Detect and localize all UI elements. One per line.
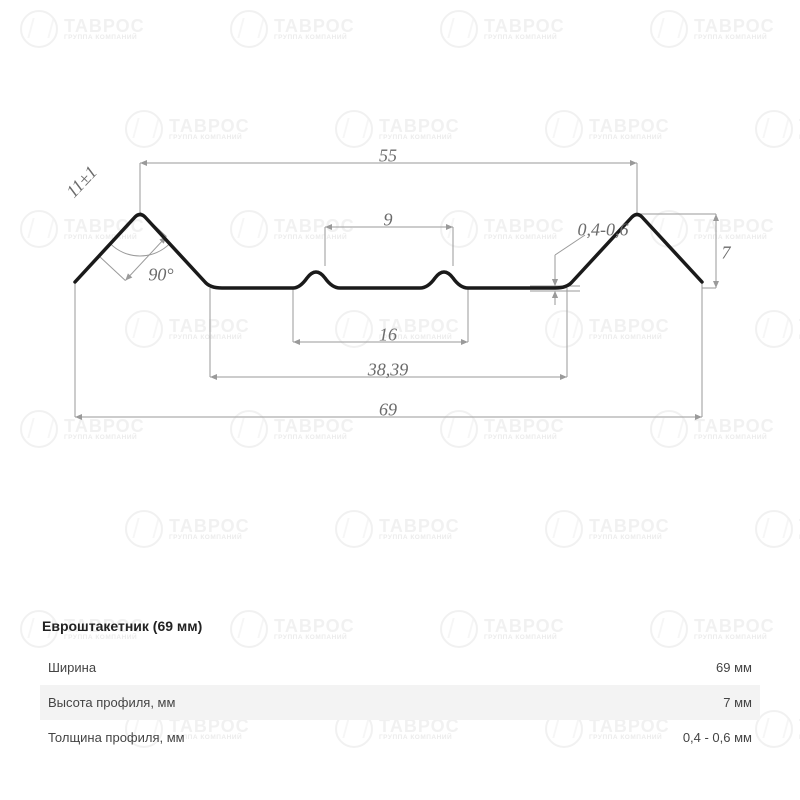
- dim-label: 69: [379, 400, 397, 421]
- dim-label: 55: [379, 146, 397, 167]
- spec-value: 69 мм: [716, 660, 752, 675]
- dim-label: 38,39: [368, 360, 409, 381]
- spec-label: Ширина: [48, 660, 96, 675]
- spec-label: Толщина профиля, мм: [48, 730, 185, 745]
- dim-label: 7: [722, 243, 731, 264]
- spec-row: Ширина 69 мм: [40, 650, 760, 685]
- spec-row: Высота профиля, мм 7 мм: [40, 685, 760, 720]
- spec-title: Евроштакетник (69 мм): [40, 608, 760, 650]
- dim-label: 9: [384, 210, 393, 231]
- spec-table: Евроштакетник (69 мм) Ширина 69 мм Высота …: [40, 608, 760, 755]
- dim-label: 16: [379, 325, 397, 346]
- spec-label: Высота профиля, мм: [48, 695, 175, 710]
- dim-label: 0,4-0,6: [578, 220, 629, 241]
- spec-value: 0,4 - 0,6 мм: [683, 730, 752, 745]
- spec-value: 7 мм: [723, 695, 752, 710]
- dim-label: 90°: [148, 265, 173, 286]
- technical-diagram: 5591638,3969711±190°0,4-0,6: [0, 0, 800, 540]
- spec-row: Толщина профиля, мм 0,4 - 0,6 мм: [40, 720, 760, 755]
- profile-outline: [0, 0, 800, 540]
